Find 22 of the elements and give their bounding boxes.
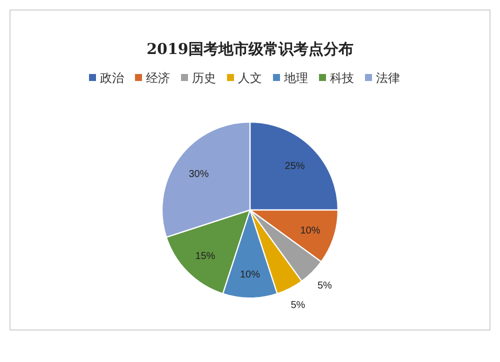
legend-item: 政治 (89, 71, 124, 85)
data-label: 10% (240, 269, 260, 280)
legend-label: 法律 (376, 71, 400, 85)
data-label: 10% (300, 226, 320, 237)
data-label: 5% (290, 300, 306, 312)
chart-title: 2019国考地市级常识考点分布 (146, 40, 354, 58)
legend-item: 人文 (227, 71, 262, 85)
legend-label: 地理 (283, 71, 308, 85)
legend-item: 经济 (135, 71, 170, 85)
legend-label: 科技 (330, 71, 354, 85)
legend-item: 地理 (273, 71, 308, 85)
data-label: 30% (188, 168, 209, 180)
legend-item: 科技 (319, 71, 354, 85)
data-label: 15% (195, 250, 216, 262)
data-label: 5% (317, 280, 332, 292)
legend-label: 政治 (100, 71, 124, 85)
legend-item: 历史 (181, 71, 216, 85)
data-label: 25% (284, 161, 305, 172)
legend-label: 人文 (238, 71, 262, 85)
legend-label: 经济 (146, 71, 170, 85)
legend-label: 历史 (192, 71, 216, 85)
legend-item: 法律 (365, 71, 400, 85)
